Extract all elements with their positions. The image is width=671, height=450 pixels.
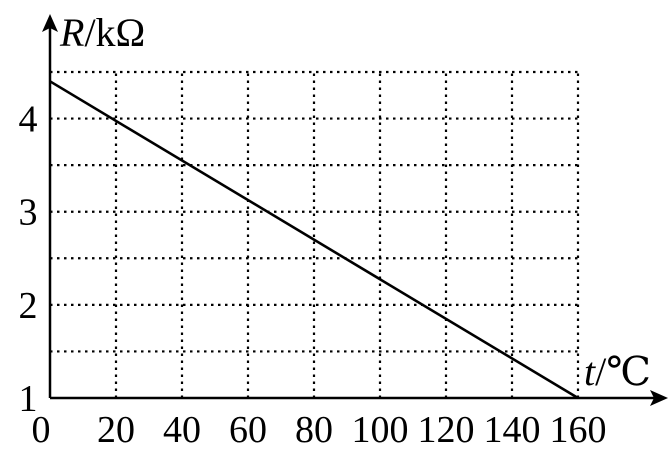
x-tick-label: 160 [550, 409, 607, 450]
series [49, 80, 579, 400]
tick-labels: 0 20 40 60 80 100 120 140 160 1 2 3 4 [19, 99, 607, 450]
x-tick-label: 20 [97, 409, 135, 450]
x-tick-label: 80 [295, 409, 333, 450]
series-line [49, 80, 579, 400]
y-axis-arrow-icon [42, 14, 58, 32]
x-axis-arrow-icon [650, 390, 668, 406]
x-tick-label: 100 [352, 409, 409, 450]
y-tick-label: 4 [19, 99, 38, 141]
axes [42, 14, 668, 406]
x-tick-label: 0 [32, 409, 51, 450]
y-tick-label: 2 [19, 285, 38, 327]
x-tick-label: 60 [229, 409, 267, 450]
x-axis-label: t/℃ [584, 349, 651, 394]
x-tick-label: 40 [163, 409, 201, 450]
y-axis-label: R/kΩ [59, 10, 145, 55]
y-tick-label: 1 [19, 378, 38, 420]
grid [50, 70, 580, 398]
x-tick-label: 140 [484, 409, 541, 450]
y-tick-label: 3 [19, 192, 38, 234]
x-tick-label: 120 [418, 409, 475, 450]
